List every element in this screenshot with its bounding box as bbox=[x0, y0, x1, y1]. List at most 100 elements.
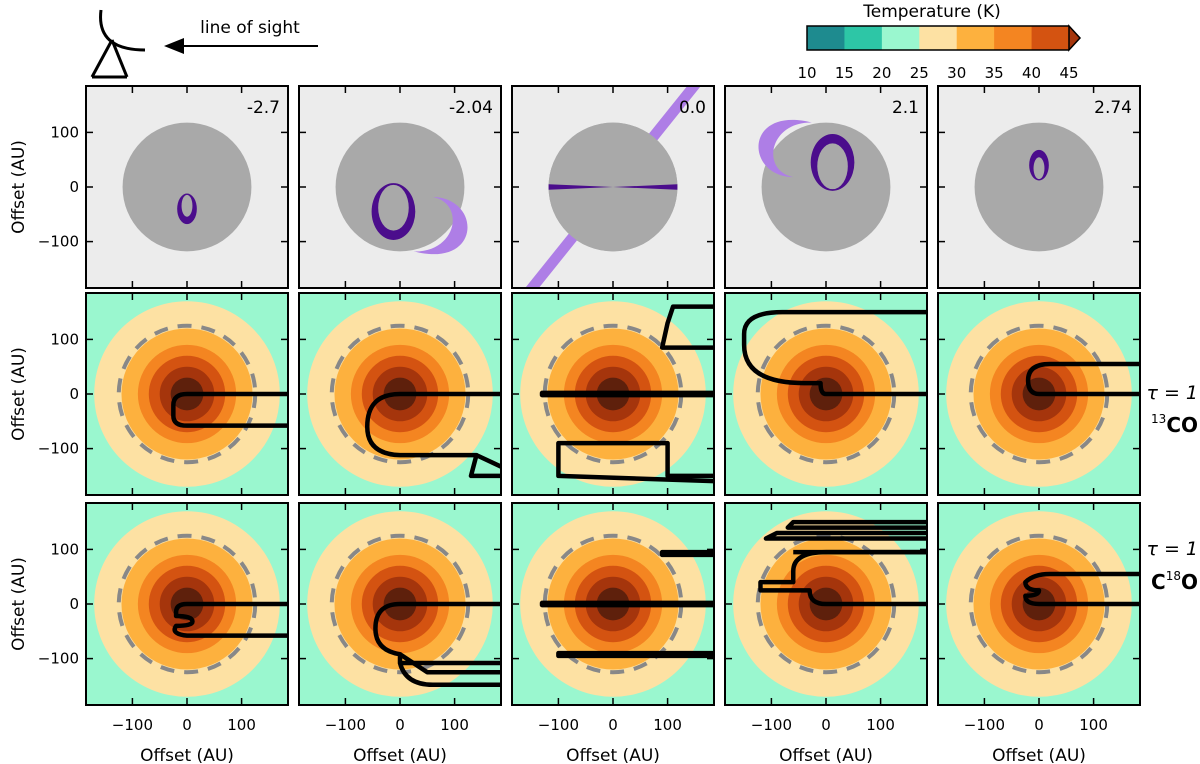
tau-surface-contour bbox=[172, 601, 288, 638]
y-tick-label: −100 bbox=[38, 233, 79, 251]
tau-surface-group bbox=[364, 391, 501, 479]
panel-velocity-label: 0.0 bbox=[679, 98, 706, 118]
panel-r2-c3 bbox=[511, 292, 715, 496]
x-tick-label: 100 bbox=[653, 716, 682, 734]
iso-label: O bbox=[1181, 570, 1198, 594]
iso-superscript: 13 bbox=[1151, 412, 1166, 426]
tau-surface-contour bbox=[659, 304, 714, 350]
panel-plot-area bbox=[512, 86, 714, 288]
panel-velocity-label: 2.74 bbox=[1094, 98, 1132, 118]
x-axis-label: Offset (AU) bbox=[779, 746, 873, 764]
panel-plot-area bbox=[512, 503, 714, 705]
x-tick-label: 0 bbox=[395, 716, 405, 734]
colorbar-tick-label: 25 bbox=[910, 64, 929, 82]
line-of-sight-label: line of sight bbox=[200, 18, 300, 38]
y-tick-label: 0 bbox=[69, 385, 79, 403]
tau-surface-contour bbox=[373, 601, 501, 666]
panel-plot-area bbox=[86, 86, 288, 288]
panel-velocity-label: -2.7 bbox=[247, 98, 280, 118]
panel-r1-c2: -2.04 bbox=[298, 85, 502, 289]
panel-velocity-label: -2.04 bbox=[449, 98, 493, 118]
panel-r3-c3: −100 0 100 Offset (AU) bbox=[511, 502, 715, 764]
tau-surface-contour bbox=[1023, 571, 1140, 607]
colorbar-tick-label: 30 bbox=[947, 64, 966, 82]
tau-surface-group bbox=[1025, 361, 1140, 397]
tau-surface-contour bbox=[659, 549, 714, 558]
x-tick-label: −100 bbox=[112, 716, 153, 734]
panel-grid: -2.7 100 0 −100 Offset (AU) -2.04 0.0 2.1 2.74 10… bbox=[9, 85, 1141, 764]
tau-surface-contour bbox=[741, 309, 927, 397]
tau-surface-group bbox=[741, 309, 927, 397]
tau-surface-group bbox=[172, 601, 288, 638]
colorbar-frame bbox=[806, 25, 1069, 51]
colorbar-title: Temperature (K) bbox=[862, 2, 1001, 22]
tau-surface-contour bbox=[364, 391, 501, 479]
disk-hole bbox=[378, 184, 409, 231]
y-tick-label: 0 bbox=[69, 178, 79, 196]
disk-hole bbox=[181, 194, 193, 217]
x-tick-label: 0 bbox=[821, 716, 831, 734]
disk-hole bbox=[817, 143, 848, 190]
x-axis-label: Offset (AU) bbox=[566, 746, 660, 764]
x-tick-label: 100 bbox=[440, 716, 469, 734]
colorbar-tick-label: 10 bbox=[797, 64, 816, 82]
x-tick-label: 100 bbox=[1079, 716, 1108, 734]
panel-plot-area bbox=[938, 293, 1140, 495]
x-tick-label: 0 bbox=[608, 716, 618, 734]
x-tick-label: −100 bbox=[325, 716, 366, 734]
panel-plot-area bbox=[299, 86, 501, 288]
colorbar-tick-label: 45 bbox=[1059, 64, 1078, 82]
panel-r2-c2 bbox=[298, 292, 502, 496]
panel-velocity-label: 2.1 bbox=[892, 98, 919, 118]
colorbar-swatch bbox=[881, 26, 920, 50]
colorbar-tick-label: 35 bbox=[985, 64, 1004, 82]
tau-surface-contour bbox=[398, 652, 501, 675]
panel-plot-area bbox=[299, 503, 501, 705]
tau-surface-group bbox=[556, 440, 714, 484]
tau-surface-contour bbox=[556, 650, 714, 659]
iso-superscript: 18 bbox=[1166, 569, 1181, 583]
colorbar-swatch bbox=[844, 26, 883, 50]
tau-surface-group bbox=[763, 530, 927, 541]
tau-surface-contour bbox=[539, 390, 714, 398]
x-axis-label: Offset (AU) bbox=[353, 746, 447, 764]
panel-r1-c3: 0.0 bbox=[511, 85, 715, 289]
panel-plot-area bbox=[299, 293, 501, 495]
panel-plot-area bbox=[512, 293, 714, 495]
panel-r3-c5: −100 0 100 Offset (AU) bbox=[937, 502, 1141, 764]
x-axis-label: Offset (AU) bbox=[992, 746, 1086, 764]
telescope-icon bbox=[90, 9, 146, 79]
disk-hole bbox=[1033, 157, 1045, 180]
ring bbox=[413, 196, 468, 255]
panel-plot-area bbox=[725, 503, 927, 705]
tau-surface-group bbox=[785, 519, 927, 530]
tau-surface-contour bbox=[1025, 361, 1140, 397]
colorbar-tick-label: 20 bbox=[872, 64, 891, 82]
tau-surface-group bbox=[398, 652, 501, 675]
tau-surface-contour bbox=[539, 600, 714, 608]
panel-r2-c4 bbox=[724, 292, 928, 496]
colorbar-swatch bbox=[956, 26, 995, 50]
tau-surface-group bbox=[171, 391, 288, 428]
x-tick-label: −100 bbox=[964, 716, 1005, 734]
tau-surface-contour bbox=[475, 453, 501, 470]
tau-surface-contour bbox=[171, 391, 288, 428]
panel-r1-c1: -2.7 100 0 −100 Offset (AU) bbox=[9, 85, 289, 289]
colorbar-tick-label: 15 bbox=[835, 64, 854, 82]
panel-plot-area bbox=[725, 86, 927, 288]
tau-surface-group bbox=[1023, 571, 1140, 607]
panel-plot-area bbox=[938, 503, 1140, 705]
tau-surface-group bbox=[539, 390, 714, 398]
tau-surface-group bbox=[539, 600, 714, 608]
panel-r3-c4: −100 0 100 Offset (AU) bbox=[724, 502, 928, 764]
x-axis-label: Offset (AU) bbox=[140, 746, 234, 764]
row-label-c18o: τ = 1 C18O bbox=[1146, 538, 1198, 594]
panel-r1-c4: 2.1 bbox=[724, 85, 928, 289]
colorbar-swatch bbox=[919, 26, 958, 50]
iso-label: CO bbox=[1166, 413, 1198, 437]
panel-plot-area bbox=[86, 503, 288, 705]
panel-r3-c2: −100 0 100 Offset (AU) bbox=[298, 502, 502, 764]
row-label-13co: τ = 1 13CO bbox=[1146, 382, 1198, 437]
row-tau-label: τ = 1 bbox=[1146, 382, 1198, 404]
